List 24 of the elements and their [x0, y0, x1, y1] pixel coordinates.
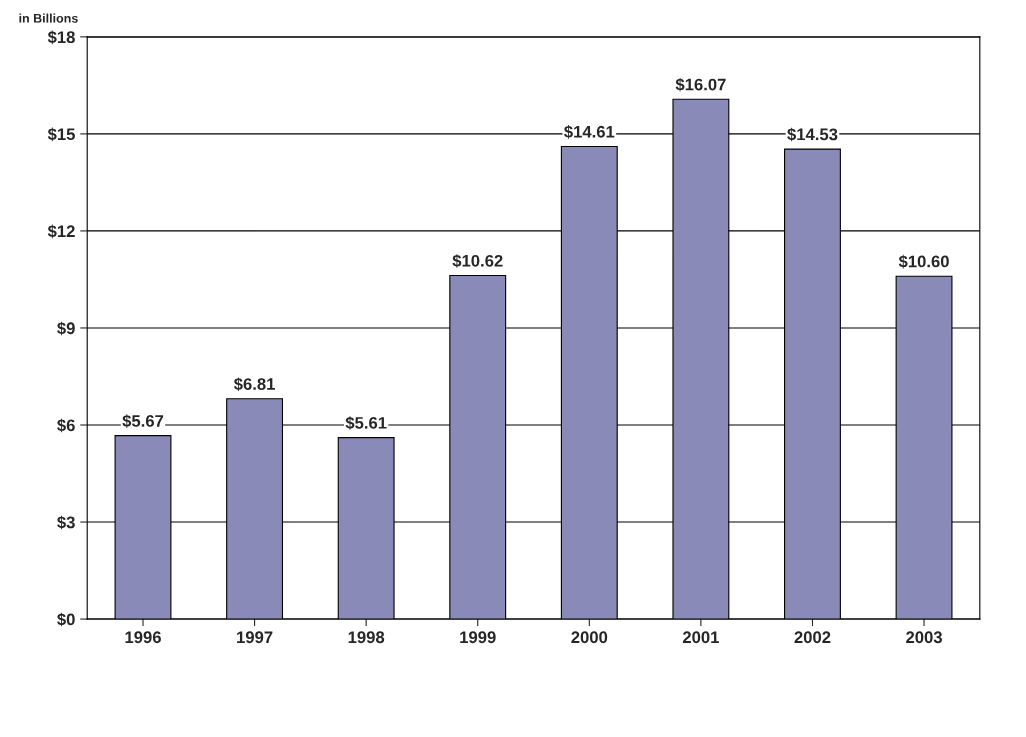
- y-tick-label: $12: [47, 224, 75, 239]
- x-tick-label: 2002: [794, 631, 831, 644]
- y-tick-label: $6: [57, 418, 75, 433]
- y-tick-label: $9: [57, 321, 75, 336]
- data-label: $10.62: [452, 254, 503, 268]
- y-tick-label: $18: [47, 30, 75, 45]
- x-tick-label: 2001: [682, 631, 719, 644]
- x-tick-label: 1999: [460, 631, 496, 644]
- x-tick-label: 2000: [571, 631, 608, 644]
- y-tick-label: $15: [47, 127, 75, 142]
- x-tick-label: 2003: [906, 631, 942, 644]
- data-label: $14.61: [564, 125, 615, 139]
- y-tick-label: $3: [57, 515, 75, 530]
- data-label: $14.53: [787, 127, 838, 142]
- data-label: $16.07: [675, 77, 726, 92]
- data-label: $5.61: [345, 416, 387, 430]
- x-tick-label: 1997: [237, 631, 273, 644]
- y-tick-label: $0: [57, 612, 75, 627]
- x-tick-label: 1996: [125, 631, 161, 644]
- data-label: $6.81: [233, 377, 275, 392]
- x-tick-label: 1998: [348, 631, 385, 644]
- data-label: $10.60: [898, 254, 949, 269]
- data-label: $5.67: [122, 414, 164, 428]
- y-axis-title: in Billions: [19, 13, 78, 23]
